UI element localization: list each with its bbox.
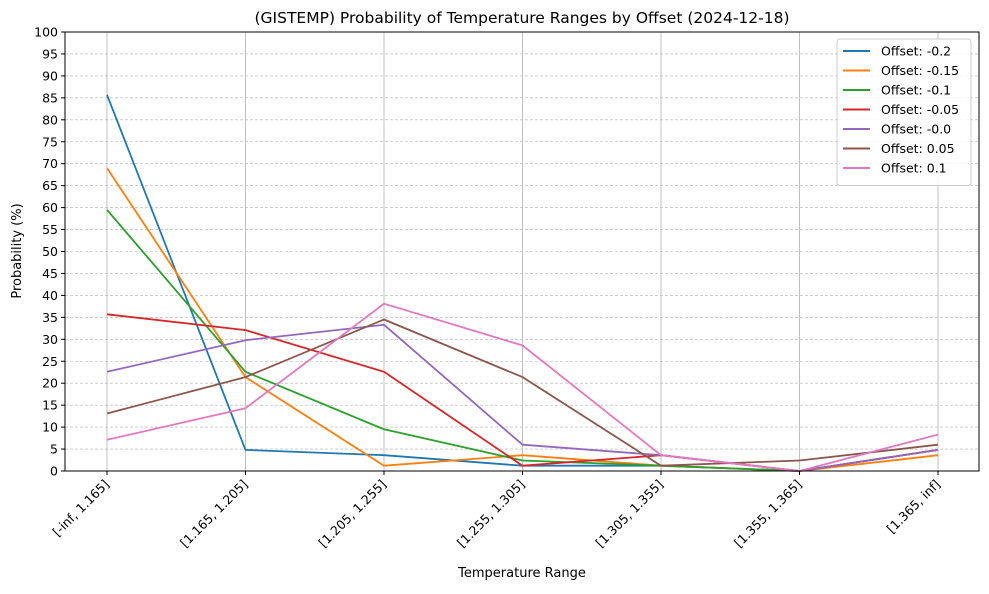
- legend-label: Offset: -0.05: [881, 102, 959, 117]
- x-tick-label: [1.165, 1.205]: [177, 477, 251, 551]
- y-tick-label: 50: [42, 244, 58, 259]
- y-tick-label: 25: [42, 354, 58, 369]
- x-tick-label: [1.255, 1.305]: [454, 477, 528, 551]
- chart-title: (GISTEMP) Probability of Temperature Ran…: [255, 9, 790, 27]
- x-axis: [-inf, 1.165] [1.165, 1.205] [1.205, 1.255…: [49, 471, 943, 550]
- y-tick-label: 75: [42, 134, 58, 149]
- y-tick-label: 45: [42, 266, 58, 281]
- legend-label: Offset: 0.1: [881, 161, 947, 176]
- y-tick-label: 55: [42, 222, 58, 237]
- y-tick-label: 10: [42, 420, 58, 435]
- y-axis-label: Probability (%): [10, 203, 25, 298]
- y-tick-label: 90: [42, 68, 58, 83]
- y-tick-label: 0: [50, 464, 58, 479]
- legend-box: [836, 38, 972, 186]
- x-tick-label: [-inf, 1.165]: [49, 477, 112, 540]
- y-tick-label: 5: [50, 442, 58, 457]
- x-tick-label: [1.365, inf]: [884, 477, 944, 537]
- legend: Offset: -0.2 Offset: -0.15 Offset: -0.1 Off…: [836, 38, 972, 186]
- x-tick-label: [1.305, 1.355]: [592, 477, 666, 551]
- y-tick-label: 95: [42, 46, 58, 61]
- x-axis-label: Temperature Range: [457, 566, 586, 581]
- y-tick-label: 100: [34, 25, 58, 40]
- y-tick-label: 40: [42, 288, 58, 303]
- legend-label: Offset: -0.1: [881, 83, 951, 98]
- y-tick-label: 30: [42, 332, 58, 347]
- y-tick-label: 70: [42, 156, 58, 171]
- legend-label: Offset: -0.15: [881, 63, 959, 78]
- x-tick-label: [1.355, 1.365]: [731, 477, 805, 551]
- x-tick-label: [1.205, 1.255]: [315, 477, 389, 551]
- series-line-5: [106, 318, 939, 467]
- y-tick-label: 20: [42, 376, 58, 391]
- y-tick-label: 65: [42, 178, 58, 193]
- y-tick-label: 80: [42, 112, 58, 127]
- grid: [65, 31, 979, 472]
- legend-label: Offset: -0.2: [881, 44, 951, 59]
- y-tick-label: 35: [42, 310, 58, 325]
- legend-label: Offset: 0.05: [881, 141, 955, 156]
- y-tick-label: 60: [42, 200, 58, 215]
- y-axis: 0 5 10 15 20 25 30 35 40 45 50 55 60 65 70 75 80 85 90 95 10…: [34, 25, 65, 479]
- legend-label: Offset: -0.0: [881, 122, 951, 137]
- y-tick-label: 15: [42, 398, 58, 413]
- y-tick-label: 85: [42, 90, 58, 105]
